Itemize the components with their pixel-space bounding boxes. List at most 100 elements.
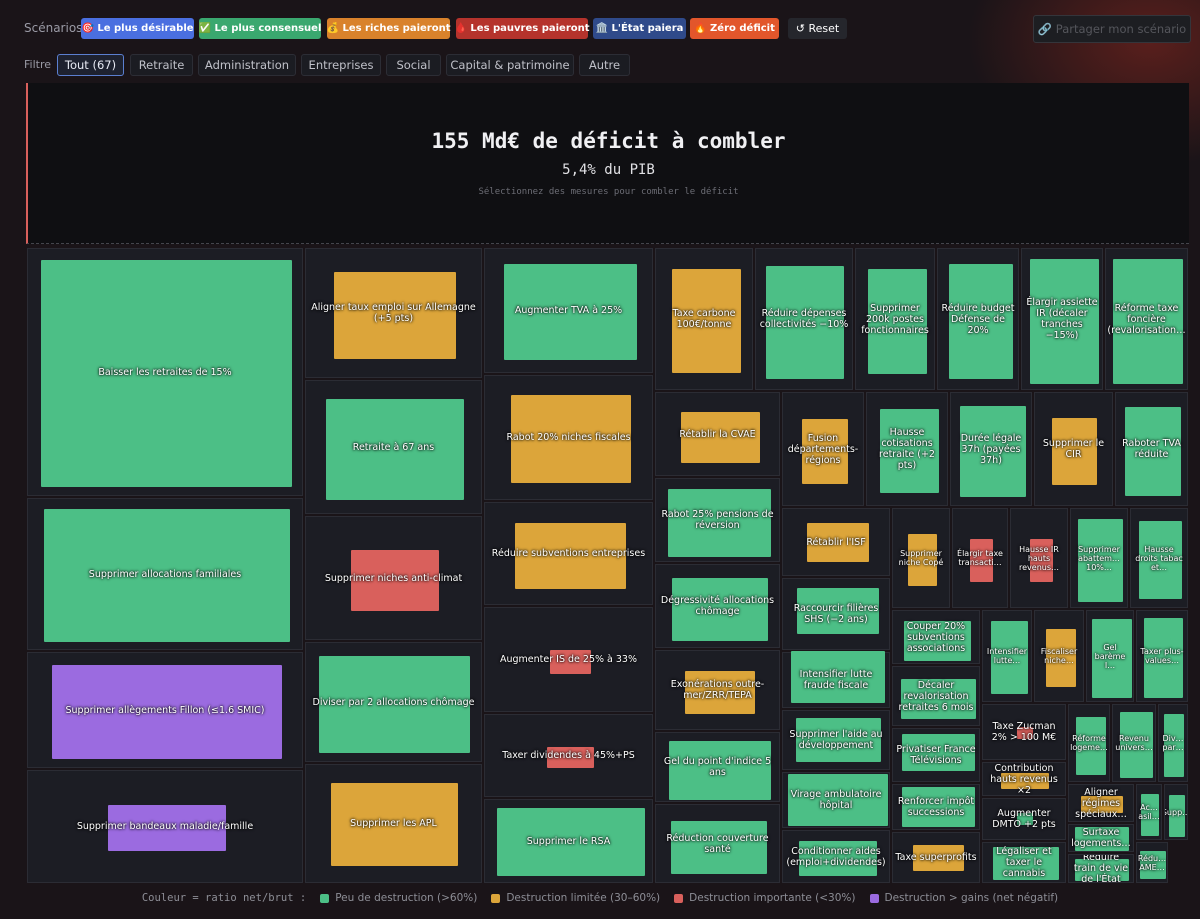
measure-fill <box>41 260 292 487</box>
measure-fill <box>1075 859 1129 881</box>
measure-cell[interactable]: Réforme taxe foncière (revalorisation… <box>1105 248 1188 390</box>
measure-cell[interactable]: Conditionner aides (emploi+dividendes) <box>782 830 890 883</box>
measure-cell[interactable]: Supp… <box>1164 784 1188 840</box>
reset-button[interactable]: ↺ Reset <box>788 18 847 39</box>
measure-fill <box>672 269 741 373</box>
measure-cell[interactable]: Dégressivité allocations chômage <box>655 564 780 648</box>
measure-label: Réforme taxe foncière (revalorisation… <box>1107 302 1186 336</box>
measure-cell[interactable]: Exonérations outre-mer/ZRR/TEPA <box>655 650 780 730</box>
measure-fill <box>901 679 976 719</box>
filter-tab[interactable]: Tout (67) <box>57 54 124 76</box>
measure-cell[interactable]: Réduire subventions entreprises <box>484 502 653 605</box>
measure-cell[interactable]: Fusion départements-régions <box>782 392 864 506</box>
measure-cell[interactable]: Réduction couverture santé <box>655 804 780 883</box>
measure-cell[interactable]: Supprimer niche Copé <box>892 508 950 608</box>
filter-tab[interactable]: Autre <box>579 54 630 76</box>
measure-cell[interactable]: Virage ambulatoire hôpital <box>782 772 890 828</box>
measure-cell[interactable]: Supprimer abattem… 10%… <box>1070 508 1128 608</box>
measure-cell[interactable]: Diviser par 2 allocations chômage <box>305 642 482 762</box>
measure-cell[interactable]: Taxer dividendes à 45%+PS <box>484 714 653 797</box>
measure-fill <box>1046 629 1076 687</box>
measure-cell[interactable]: Réforme logeme… <box>1068 704 1110 782</box>
measure-cell[interactable]: Supprimer niches anti-climat <box>305 516 482 640</box>
measure-label: Rétablir la CVAE <box>679 428 756 440</box>
measure-fill <box>1075 827 1129 851</box>
measure-cell[interactable]: Supprimer allègements Fillon (≤1.6 SMIC) <box>27 652 303 768</box>
measure-fill <box>334 272 456 359</box>
measure-cell[interactable]: Supprimer 200k postes fonctionnaires <box>855 248 935 390</box>
measure-cell[interactable]: Réduire budget Défense de 20% <box>937 248 1019 390</box>
measure-cell[interactable]: Élargir assiette IR (décaler tranches −1… <box>1021 248 1103 390</box>
measure-label: Surtaxe logements… <box>1071 827 1131 849</box>
measure-cell[interactable]: Contribution hauts revenus ×2 <box>982 762 1066 796</box>
measure-cell[interactable]: Taxe carbone 100€/tonne <box>655 248 753 390</box>
measure-cell[interactable]: Élargir taxe transacti… <box>952 508 1008 608</box>
measure-fill <box>1078 519 1123 602</box>
measure-cell[interactable]: Réduire train de vie de l'État <box>1068 854 1134 883</box>
measure-cell[interactable]: Couper 20% subventions associations <box>892 610 980 664</box>
measure-cell[interactable]: Raboter TVA réduite <box>1115 392 1188 506</box>
measure-cell[interactable]: Rétablir la CVAE <box>655 392 780 476</box>
measure-cell[interactable]: Supprimer le RSA <box>484 799 653 883</box>
measure-cell[interactable]: Rabot 20% niches fiscales <box>484 375 653 500</box>
measure-cell[interactable]: Aligner régimes spéciaux… <box>1068 784 1134 822</box>
measure-label: Hausse droits tabac et… <box>1135 544 1183 572</box>
measure-cell[interactable]: Privatiser France Télévisions <box>892 728 980 782</box>
measure-cell[interactable]: Hausse droits tabac et… <box>1130 508 1188 608</box>
measure-cell[interactable]: Rabot 25% pensions de réversion <box>655 478 780 562</box>
measure-cell[interactable]: Augmenter IS de 25% à 33% <box>484 607 653 712</box>
filter-tab[interactable]: Administration <box>198 54 296 76</box>
measure-cell[interactable]: Intensifier lutte… <box>982 610 1032 702</box>
measure-fill <box>1140 851 1166 879</box>
measure-cell[interactable]: Fiscaliser niche… <box>1034 610 1084 702</box>
measure-cell[interactable]: Augmenter DMTO +2 pts <box>982 798 1066 840</box>
filter-tab[interactable]: Entreprises <box>301 54 381 76</box>
filter-tab[interactable]: Capital & patrimoine <box>446 54 574 76</box>
measure-cell[interactable]: Supprimer allocations familiales <box>27 498 303 650</box>
measure-cell[interactable]: Augmenter TVA à 25% <box>484 248 653 373</box>
measure-cell[interactable]: Taxer plus-values… <box>1136 610 1188 702</box>
measure-cell[interactable]: Réduire dépenses collectivités −10% <box>755 248 853 390</box>
measure-cell[interactable]: Hausse IR hauts revenus… <box>1010 508 1068 608</box>
measure-fill <box>1052 418 1097 485</box>
measure-cell[interactable]: Gel barème I… <box>1086 610 1134 702</box>
measure-cell[interactable]: Baisser les retraites de 15% <box>27 248 303 496</box>
measure-cell[interactable]: Rédu… AME… <box>1136 842 1168 883</box>
scenario-button[interactable]: 🎯 Le plus désirable <box>81 18 194 39</box>
measure-cell[interactable]: Renforcer impôt successions <box>892 784 980 830</box>
measure-cell[interactable]: Ac… asil… <box>1136 784 1162 840</box>
scenario-button[interactable]: 🔥 Zéro déficit <box>690 18 779 39</box>
measure-fill <box>868 269 927 374</box>
share-button[interactable]: 🔗 Partager mon scénario <box>1033 15 1191 43</box>
measure-cell[interactable]: Gel du point d'indice 5 ans <box>655 732 780 802</box>
measure-cell[interactable]: Taxe superprofits <box>892 832 980 883</box>
measure-label: Supprimer bandeaux maladie/famille <box>76 821 254 832</box>
measure-label: Rabot 25% pensions de réversion <box>661 509 774 531</box>
measure-cell[interactable]: Décaler revalorisation retraites 6 mois <box>892 666 980 726</box>
measure-cell[interactable]: Raccourcir filières SHS (−2 ans) <box>782 578 890 650</box>
measure-cell[interactable]: Surtaxe logements… <box>1068 824 1134 852</box>
scenario-button[interactable]: ✅ Le plus consensuel <box>199 18 321 39</box>
filter-tab[interactable]: Retraite <box>130 54 193 76</box>
measure-cell[interactable]: Hausse cotisations retraite (+2 pts) <box>866 392 948 506</box>
measure-cell[interactable]: Durée légale 37h (payées 37h) <box>950 392 1032 506</box>
legend-swatch <box>320 893 330 903</box>
measure-cell[interactable]: Supprimer les APL <box>305 764 482 883</box>
scenario-button[interactable]: 💰 Les riches paieront <box>327 18 450 39</box>
measure-cell[interactable]: Supprimer le CIR <box>1034 392 1113 506</box>
measure-cell[interactable]: Intensifier lutte fraude fiscale <box>782 651 890 708</box>
scenario-button[interactable]: 🏛️ L'État paiera <box>593 18 686 39</box>
measure-cell[interactable]: Revenu univers… <box>1112 704 1156 782</box>
scenario-button[interactable]: 🩸 Les pauvres paieront <box>454 18 590 39</box>
hero-subtitle: 5,4% du PIB <box>562 162 655 178</box>
measure-cell[interactable]: Légaliser et taxer le cannabis <box>982 842 1066 883</box>
measure-cell[interactable]: Taxe Zucman 2% > 100 M€ <box>982 704 1066 760</box>
measure-cell[interactable]: Aligner taux emploi sur Allemagne (+5 pt… <box>305 248 482 378</box>
measure-cell[interactable]: Rétablir l'ISF <box>782 508 890 576</box>
measure-cell[interactable]: Retraite à 67 ans <box>305 380 482 514</box>
measure-cell[interactable]: Supprimer l'aide au développement <box>782 710 890 770</box>
filter-tab[interactable]: Social <box>386 54 441 76</box>
measure-cell[interactable]: Div… par… <box>1158 704 1188 782</box>
measure-cell[interactable]: Supprimer bandeaux maladie/famille <box>27 770 303 883</box>
